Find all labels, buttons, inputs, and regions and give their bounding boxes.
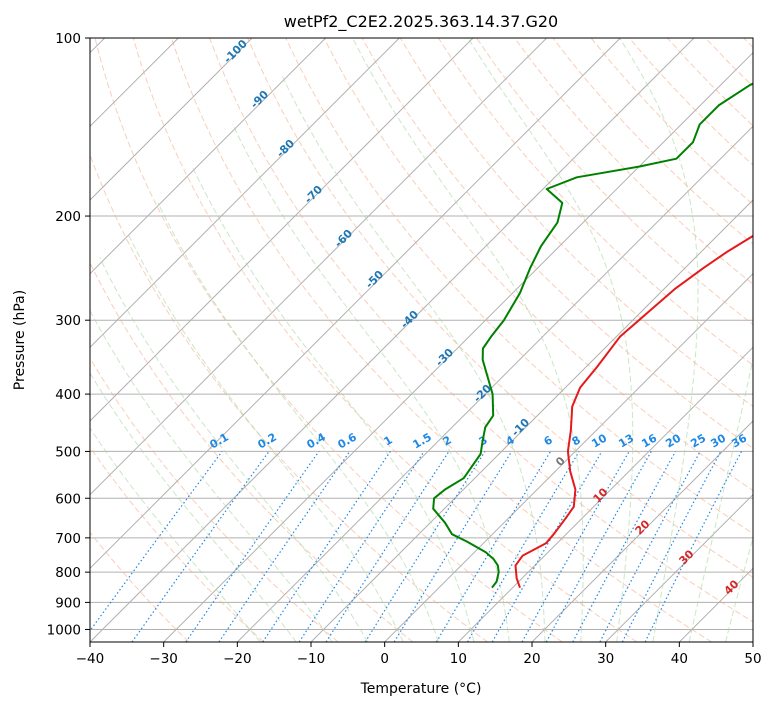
axes-frame	[89, 37, 754, 643]
moist-adiabat-line	[99, 257, 369, 642]
dry-adiabat-line	[437, 38, 753, 366]
x-tick-label: −30	[149, 651, 178, 667]
dry-adiabat-line	[170, 38, 712, 642]
x-tick-label: 20	[523, 651, 540, 667]
y-tick-label: 200	[55, 209, 81, 225]
x-axis-ticks: −40 −30 −20 −10 0 10 20 30 40 50	[76, 642, 762, 667]
dry-adiabat-line	[247, 38, 753, 578]
plot-area: 0.1 0.2 0.4 0.6 1 1.5 2 3 4 6 8 10 13 16 20 25 30 36-100-…	[90, 38, 753, 642]
skewed-isotherms	[90, 38, 753, 642]
isotherm-line	[90, 38, 621, 570]
y-tick-label: 100	[55, 31, 81, 47]
isotherm-line	[90, 38, 695, 642]
y-tick-label: 1000	[47, 622, 81, 638]
x-tick-label: 10	[450, 651, 467, 667]
dry-adiabat-line	[399, 38, 753, 408]
isotherm-line	[384, 272, 753, 642]
y-axis-ticks: 100 200 300 400 500 600 700 800 900 1000	[47, 31, 90, 638]
y-tick-label: 600	[55, 491, 81, 507]
isotherm-line	[90, 38, 548, 496]
dry-adiabat-line	[90, 531, 190, 642]
dry-adiabat-line	[514, 38, 753, 285]
mixing-ratio-line	[521, 451, 630, 642]
mixing-ratio-line	[621, 451, 722, 642]
x-tick-label: 30	[597, 651, 614, 667]
chart-title: wetPf2_C2E2.2025.363.14.37.G20	[284, 12, 558, 32]
y-tick-label: 700	[55, 531, 81, 547]
x-tick-label: −20	[223, 651, 252, 667]
isotherm-line	[163, 51, 753, 642]
dry-adiabat-line	[90, 357, 339, 642]
dry-adiabat-line	[285, 38, 753, 535]
moist-adiabat-line	[90, 309, 333, 642]
isotherm-line	[90, 38, 400, 349]
dry-adiabat-line	[90, 261, 414, 642]
moist-adiabat-line	[127, 234, 404, 642]
dry-adiabat-line	[209, 38, 753, 623]
mixing-ratio-line	[545, 451, 652, 642]
mixing-ratio-line	[325, 451, 450, 642]
moist-adiabat-line	[352, 38, 584, 642]
isotherm-line	[457, 346, 753, 642]
temperature-profile-line	[514, 234, 753, 589]
moist-adiabat-line	[232, 124, 510, 642]
isotherm-line	[90, 38, 253, 201]
mixing-ratio-line	[572, 451, 677, 642]
moist-adiabat-line	[90, 427, 261, 642]
mixing-ratio-line	[218, 451, 351, 642]
moist-adiabat-line	[157, 202, 439, 642]
mixing-ratio-line	[262, 451, 391, 642]
mixing-ratio-line	[298, 451, 425, 642]
mixing-ratio-lines	[90, 451, 743, 642]
moist-adiabat-line	[688, 356, 753, 642]
dry-adiabats	[90, 38, 753, 642]
dry-adiabat-line	[132, 38, 638, 642]
moist-adiabat-line	[280, 73, 546, 642]
y-tick-label: 900	[55, 595, 81, 611]
isotherm-line	[236, 125, 753, 642]
mixing-ratio-line	[90, 451, 223, 632]
x-tick-label: 50	[744, 651, 761, 667]
moist-adiabat-line	[619, 38, 699, 642]
isotherm-line	[90, 38, 327, 275]
mixing-ratio-line	[644, 451, 743, 642]
x-tick-label: −40	[76, 651, 105, 667]
mixing-ratio-line	[393, 451, 513, 642]
x-tick-label: −10	[297, 651, 326, 667]
y-tick-label: 300	[55, 313, 81, 329]
isotherm-line	[605, 493, 753, 642]
y-tick-label: 500	[55, 444, 81, 460]
x-tick-label: 40	[671, 651, 688, 667]
isotherm-line	[531, 420, 753, 642]
dry-adiabat-line	[90, 153, 488, 642]
y-axis-label: Pressure (hPa)	[12, 290, 28, 390]
pressure-gridlines	[90, 38, 753, 630]
dewpoint-profile-line	[432, 82, 753, 589]
x-axis-label: Temperature (°C)	[360, 681, 482, 697]
mixing-ratio-line	[185, 451, 320, 642]
isotherm-line	[90, 38, 474, 422]
sounding-profiles	[432, 82, 753, 589]
y-tick-label: 400	[55, 387, 81, 403]
dry-adiabat-line	[94, 38, 563, 642]
mixing-ratio-line	[131, 451, 270, 642]
x-tick-label: 0	[380, 651, 389, 667]
moist-adiabat-line	[191, 166, 475, 642]
dry-adiabat-line	[90, 446, 264, 642]
y-tick-label: 800	[55, 565, 81, 581]
